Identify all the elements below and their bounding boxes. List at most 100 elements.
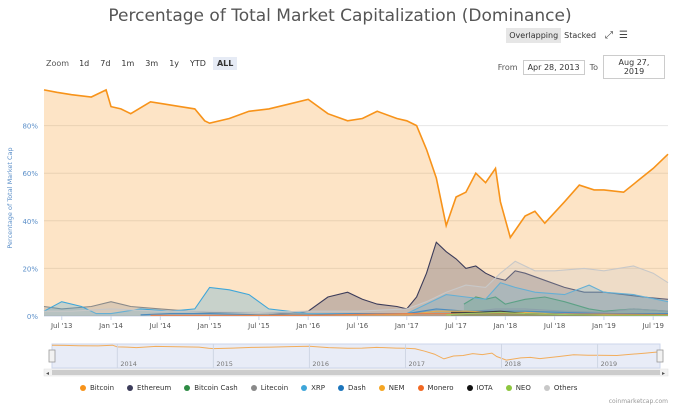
- zoom-1y-button[interactable]: 1y: [169, 59, 180, 68]
- x-tick-label: Jan '16: [295, 322, 320, 330]
- legend-label: Bitcoin Cash: [194, 384, 238, 392]
- scrollbar-thumb[interactable]: [52, 370, 660, 375]
- legend-item-litecoin[interactable]: Litecoin: [250, 384, 289, 392]
- x-tick-label: Jul '17: [444, 322, 467, 330]
- view-mode-controls: Overlapping Stacked ⤢ ☰: [506, 28, 628, 43]
- y-tick-label: 80%: [22, 123, 38, 131]
- y-tick-label: 20%: [22, 265, 38, 273]
- x-tick-label: Jul '15: [247, 322, 270, 330]
- monero-line: [150, 313, 669, 316]
- ethereum-line: [268, 241, 669, 316]
- y-tick-label: 60%: [22, 170, 38, 178]
- others-area: [44, 261, 668, 316]
- legend-item-bitcoin-cash[interactable]: Bitcoin Cash: [184, 384, 238, 392]
- legend-item-iota[interactable]: IOTA: [466, 384, 493, 392]
- x-tick-label: Jul '13: [50, 322, 73, 330]
- y-tick-label: 40%: [22, 218, 38, 226]
- series-areas: [43, 88, 669, 317]
- legend-item-monero[interactable]: Monero: [417, 384, 454, 392]
- x-tick-label: Jul '16: [346, 322, 369, 330]
- chart-title: Percentage of Total Market Capitalizatio…: [108, 6, 572, 26]
- legend-item-nem[interactable]: NEM: [378, 384, 405, 392]
- legend-marker: [184, 385, 191, 391]
- legend-marker: [505, 385, 512, 391]
- legend-label: Monero: [427, 384, 454, 392]
- bitcoin-area: [44, 89, 668, 317]
- legend-item-dash[interactable]: Dash: [338, 384, 366, 392]
- navigator-right-handle[interactable]: [656, 349, 664, 363]
- scroll-right-icon[interactable]: ▸: [662, 370, 665, 377]
- navigator-year-label: 2017: [408, 360, 425, 368]
- zoom-3m-button[interactable]: 3m: [145, 59, 159, 68]
- legend-label: NEM: [388, 384, 405, 392]
- navigator-year-label: 2015: [216, 360, 233, 368]
- to-label: To: [589, 62, 598, 72]
- x-tick-label: Jul '18: [543, 322, 566, 330]
- x-tick-label: Jul '19: [641, 322, 664, 330]
- from-label: From: [497, 62, 518, 72]
- dash-line: [140, 308, 668, 316]
- legend-item-neo[interactable]: NEO: [505, 384, 531, 392]
- legend-marker: [543, 385, 550, 391]
- overlapping-button[interactable]: Overlapping: [506, 28, 562, 43]
- legend-item-ethereum[interactable]: Ethereum: [127, 384, 171, 392]
- zoom-ytd-button[interactable]: YTD: [190, 59, 206, 68]
- x-tick-label: Jan '17: [394, 322, 419, 330]
- zoom-label: Zoom: [46, 59, 70, 68]
- navigator-series-line: [51, 344, 661, 361]
- hamburger-menu-icon[interactable]: ☰: [619, 30, 628, 41]
- x-tick-label: Jan '19: [591, 322, 616, 330]
- from-date-input[interactable]: Apr 28, 2013: [522, 59, 585, 75]
- x-tick-label: Jan '18: [492, 322, 517, 330]
- neo-line: [446, 311, 669, 316]
- y-axis: 0% 20% 40% 60% 80%: [22, 123, 38, 321]
- zoom-7d-button[interactable]: 7d: [100, 59, 111, 68]
- navigator-year-label: 2014: [120, 360, 137, 368]
- legend-label: Dash: [348, 384, 366, 392]
- x-tick-label: Jan '14: [98, 322, 123, 330]
- navigator-left-handle[interactable]: [48, 349, 56, 363]
- zoom-1m-button[interactable]: 1m: [121, 59, 135, 68]
- legend-marker: [250, 385, 257, 391]
- legend-marker: [466, 385, 473, 391]
- navigator-year-label: 2019: [601, 360, 618, 368]
- legend-marker: [301, 385, 308, 391]
- navigator: 2014 2015 2016 2017 2018 2019 ◂ ▸: [43, 343, 669, 377]
- legend-marker: [417, 385, 424, 391]
- legend-label: Litecoin: [260, 384, 289, 392]
- x-tick-label: Jan '15: [197, 322, 222, 330]
- expand-icon[interactable]: ⤢: [605, 30, 614, 41]
- bitcoin-line: [43, 88, 669, 240]
- others-line: [44, 260, 669, 313]
- x-axis: Jul '13 Jan '14 Jul '14 Jan '15 Jul '15 Jan '…: [50, 316, 664, 330]
- legend-item-xrp[interactable]: XRP: [301, 384, 325, 392]
- legend-item-bitcoin[interactable]: Bitcoin: [80, 384, 114, 392]
- zoom-1d-button[interactable]: 1d: [79, 59, 90, 68]
- xrp-area: [44, 282, 668, 316]
- zoom-all-button[interactable]: ALL: [212, 57, 238, 70]
- legend-label: IOTA: [476, 384, 493, 392]
- scroll-left-icon[interactable]: ◂: [46, 370, 49, 377]
- y-tick-label: 0%: [27, 313, 38, 321]
- legend: Bitcoin Ethereum Bitcoin Cash Litecoin XRP Da…: [80, 384, 590, 392]
- date-range: From Apr 28, 2013 To Aug 27, 2019: [498, 55, 670, 79]
- navigator-year-label: 2016: [312, 360, 329, 368]
- credit: coinmarketcap.com: [608, 398, 668, 405]
- legend-label: XRP: [311, 384, 326, 392]
- zoom-controls: Zoom 1d 7d 1m 3m 1y YTD ALL: [46, 57, 240, 70]
- gridlines: [44, 125, 668, 317]
- x-tick-label: Jul '14: [149, 322, 172, 330]
- legend-marker: [378, 385, 385, 391]
- legend-item-others[interactable]: Others: [543, 384, 578, 392]
- ethereum-area: [268, 242, 668, 316]
- stacked-button[interactable]: Stacked: [564, 31, 597, 40]
- legend-label: Ethereum: [137, 384, 172, 392]
- legend-marker: [127, 385, 134, 391]
- to-date-input[interactable]: Aug 27, 2019: [603, 55, 665, 79]
- y-axis-title: Percentage of Total Market Cap: [6, 147, 14, 248]
- legend-label: Others: [553, 384, 578, 392]
- navigator-year-label: 2018: [505, 360, 522, 368]
- legend-marker: [80, 385, 86, 391]
- legend-marker: [338, 385, 345, 391]
